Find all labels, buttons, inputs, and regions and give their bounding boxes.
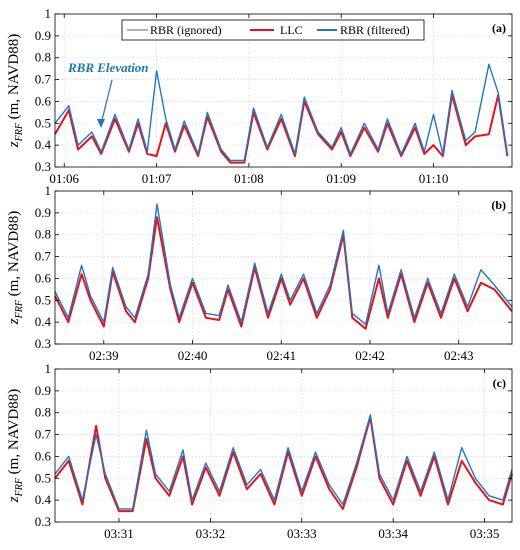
annotation-text: RBR Elevation (67, 60, 149, 75)
xtick-label-b-2: 02:41 (266, 348, 296, 363)
legend-label-rbr-filtered: RBR (filtered) (340, 23, 410, 37)
xtick-label-c-3: 03:34 (378, 526, 408, 541)
axes-frame-a (54, 13, 513, 168)
ylabel-a: zFRF (m, NAVD88) (6, 34, 25, 148)
series-rbr-filtered-c (54, 414, 513, 510)
ytick-label-c-2: 0.5 (35, 470, 51, 485)
ytick-label-a-4: 0.7 (35, 72, 52, 87)
ytick-label-a-3: 0.6 (35, 93, 52, 108)
xtick-label-c-1: 03:32 (196, 526, 226, 541)
ytick-label-a-0: 0.3 (35, 159, 51, 174)
ytick-label-c-0: 0.3 (35, 514, 51, 529)
annotation-arrow (100, 79, 113, 125)
ytick-label-b-0: 0.3 (35, 336, 51, 351)
xtick-label-a-0: 01:06 (49, 171, 79, 186)
panel-label-c: (c) (493, 376, 506, 390)
series-rbr-filtered-a (54, 63, 509, 162)
xtick-label-c-4: 03:35 (470, 526, 500, 541)
xtick-label-c-0: 03:31 (104, 526, 134, 541)
panel-c: 0.3 0.4 0.5 0.6 0.7 0.8 0.9 1 03:31 03:32 03:33 03:… (6, 361, 513, 541)
xtick-label-b-4: 02:43 (444, 348, 474, 363)
axes-frame-c (54, 368, 513, 523)
ytick-label-c-6: 0.9 (35, 383, 51, 398)
ytick-label-a-2: 0.5 (35, 115, 51, 130)
panel-label-b: (b) (491, 198, 506, 212)
xtick-label-b-1: 02:40 (178, 348, 208, 363)
plot-area-c (55, 369, 512, 522)
annotation: RBR Elevation (67, 60, 149, 128)
plot-area-b (55, 191, 512, 344)
ylabel-b: zFRF (m, NAVD88) (6, 211, 25, 325)
ytick-label-b-1: 0.4 (35, 314, 52, 329)
xtick-label-a-4: 01:10 (419, 171, 449, 186)
series-llc-a (54, 93, 509, 164)
ytick-label-a-6: 0.9 (35, 28, 51, 43)
series-rbr-filtered-b (54, 203, 513, 325)
ytick-label-a-1: 0.4 (35, 137, 52, 152)
ytick-label-c-4: 0.7 (35, 427, 52, 442)
ytick-label-b-3: 0.6 (35, 270, 52, 285)
ytick-label-a-5: 0.8 (35, 50, 51, 65)
xtick-label-c-2: 03:33 (287, 526, 317, 541)
ylabel-c: zFRF (m, NAVD88) (6, 389, 25, 503)
xtick-label-b-3: 02:42 (355, 348, 385, 363)
series-llc-c (54, 416, 513, 513)
ytick-label-b-6: 0.9 (35, 205, 51, 220)
ytick-label-a-7: 1 (45, 6, 52, 21)
ytick-label-c-5: 0.8 (35, 405, 51, 420)
legend-label-llc: LLC (280, 23, 303, 37)
series-llc-b (54, 216, 513, 330)
ytick-label-c-7: 1 (45, 361, 52, 376)
legend: RBR (ignored) LLC RBR (filtered) (121, 19, 425, 41)
ytick-label-b-5: 0.8 (35, 227, 51, 242)
legend-label-rbr-ignored: RBR (ignored) (150, 23, 222, 37)
panel-b: 0.3 0.4 0.5 0.6 0.7 0.8 0.9 1 02:39 02:40 02:41 02:… (6, 183, 513, 363)
xtick-label-a-1: 01:07 (142, 171, 172, 186)
xtick-label-a-2: 01:08 (234, 171, 264, 186)
axes-frame-b (54, 190, 513, 345)
ytick-label-b-2: 0.5 (35, 292, 51, 307)
ytick-label-b-4: 0.7 (35, 249, 52, 264)
ytick-label-b-7: 1 (45, 183, 52, 198)
panel-label-a: (a) (492, 21, 506, 35)
xtick-label-b-0: 02:39 (89, 348, 119, 363)
xtick-label-a-3: 01:09 (326, 171, 356, 186)
ytick-label-c-3: 0.6 (35, 448, 52, 463)
ytick-label-c-1: 0.4 (35, 492, 52, 507)
annotation-arrowhead (97, 119, 105, 128)
